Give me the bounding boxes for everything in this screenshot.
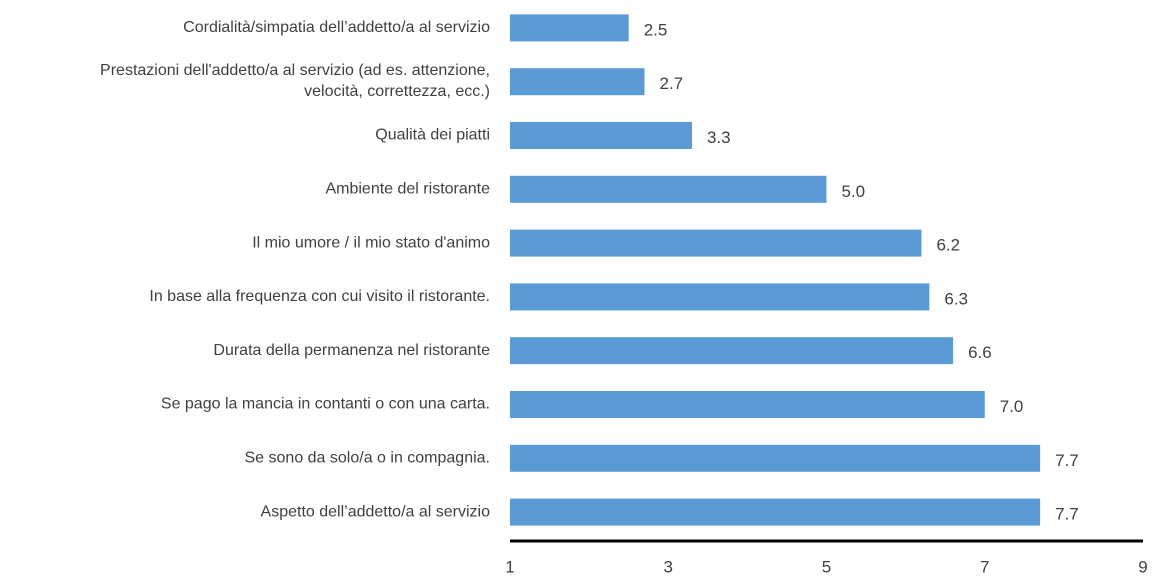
bar: [510, 68, 645, 96]
bar: [510, 229, 922, 257]
value-label: 2.5: [644, 20, 668, 39]
bar: [510, 122, 692, 149]
bar: [510, 337, 954, 365]
category-label: Aspetto dell’addetto/a al servizio: [261, 503, 491, 520]
x-tick-label: 5: [822, 557, 831, 576]
value-label: 5.0: [842, 182, 866, 201]
value-label: 3.3: [707, 128, 731, 147]
bar: [510, 14, 629, 42]
value-label: 6.2: [936, 236, 960, 255]
category-label: Se sono da solo/a o in compagnia.: [245, 450, 491, 467]
bar: [510, 444, 1041, 472]
value-label: 7.0: [1000, 397, 1024, 416]
x-tick-label: 3: [664, 557, 673, 576]
value-label: 6.6: [968, 343, 992, 362]
x-tick-label: 9: [1138, 557, 1147, 576]
value-label: 6.3: [944, 289, 968, 308]
category-label: Prestazioni dell'addetto/a al servizio (…: [100, 62, 490, 100]
bar: [510, 283, 930, 311]
bar: [510, 175, 827, 203]
value-label: 2.7: [660, 74, 684, 93]
value-label: 7.7: [1055, 451, 1079, 470]
value-label: 7.7: [1055, 505, 1079, 524]
category-label: Se pago la mancia in contanti o con una …: [161, 396, 490, 413]
x-tick-label: 1: [505, 557, 514, 576]
category-label: Cordialità/simpatia dell’addetto/a al se…: [183, 19, 490, 36]
x-tick-label: 7: [980, 557, 989, 576]
category-label: In base alla frequenza con cui visito il…: [149, 288, 490, 305]
bar: [510, 498, 1041, 526]
category-label: Ambiente del ristorante: [325, 181, 490, 198]
category-label: Il mio umore / il mio stato d'animo: [252, 234, 490, 251]
category-label: Durata della permanenza nel ristorante: [213, 342, 490, 359]
category-label: Qualità dei piatti: [375, 127, 490, 144]
bar: [510, 391, 985, 418]
